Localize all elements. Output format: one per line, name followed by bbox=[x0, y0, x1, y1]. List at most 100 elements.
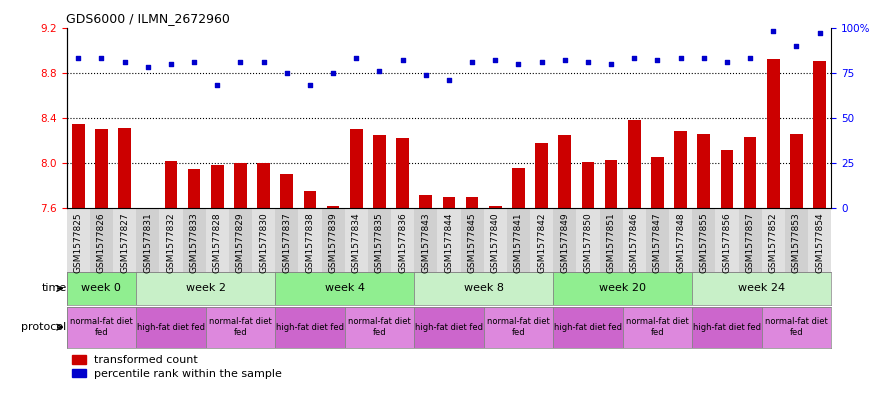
Bar bbox=[327, 206, 340, 208]
Bar bbox=[466, 197, 478, 208]
Bar bbox=[299, 207, 322, 272]
Point bbox=[326, 70, 340, 76]
Text: GSM1577826: GSM1577826 bbox=[97, 212, 106, 273]
Bar bbox=[530, 207, 553, 272]
Text: GSM1577857: GSM1577857 bbox=[746, 212, 755, 273]
Bar bbox=[345, 307, 414, 348]
Bar bbox=[414, 272, 553, 305]
Text: high-fat diet fed: high-fat diet fed bbox=[554, 323, 622, 332]
Text: high-fat diet fed: high-fat diet fed bbox=[276, 323, 344, 332]
Text: protocol: protocol bbox=[21, 322, 67, 332]
Bar bbox=[252, 207, 276, 272]
Text: normal-fat diet
fed: normal-fat diet fed bbox=[626, 318, 689, 337]
Text: week 24: week 24 bbox=[738, 283, 785, 294]
Point bbox=[210, 82, 224, 88]
Text: GSM1577835: GSM1577835 bbox=[375, 212, 384, 273]
Text: GSM1577840: GSM1577840 bbox=[491, 212, 500, 273]
Text: normal-fat diet
fed: normal-fat diet fed bbox=[209, 318, 272, 337]
Text: GSM1577831: GSM1577831 bbox=[143, 212, 152, 273]
Text: week 4: week 4 bbox=[324, 283, 364, 294]
Bar bbox=[739, 207, 762, 272]
Text: GSM1577849: GSM1577849 bbox=[560, 212, 569, 273]
Text: GSM1577854: GSM1577854 bbox=[815, 212, 824, 273]
Bar bbox=[553, 207, 576, 272]
Bar bbox=[396, 138, 409, 208]
Bar bbox=[205, 307, 276, 348]
Bar bbox=[322, 207, 345, 272]
Text: GSM1577830: GSM1577830 bbox=[259, 212, 268, 273]
Text: GSM1577845: GSM1577845 bbox=[468, 212, 477, 273]
Bar bbox=[188, 169, 201, 208]
Text: GSM1577850: GSM1577850 bbox=[583, 212, 592, 273]
Bar bbox=[581, 162, 595, 208]
Bar bbox=[95, 129, 108, 208]
Text: week 8: week 8 bbox=[464, 283, 504, 294]
Bar bbox=[507, 207, 530, 272]
Bar bbox=[813, 61, 826, 208]
Point bbox=[396, 57, 410, 63]
Text: GSM1577847: GSM1577847 bbox=[653, 212, 662, 273]
Bar bbox=[628, 120, 641, 208]
Point bbox=[651, 57, 665, 63]
Bar bbox=[276, 207, 299, 272]
Point bbox=[164, 61, 178, 67]
Bar bbox=[437, 207, 461, 272]
Bar bbox=[646, 207, 669, 272]
Bar bbox=[373, 135, 386, 208]
Text: normal-fat diet
fed: normal-fat diet fed bbox=[765, 318, 828, 337]
Text: GSM1577844: GSM1577844 bbox=[444, 212, 453, 273]
Bar bbox=[345, 207, 368, 272]
Text: GSM1577838: GSM1577838 bbox=[306, 212, 315, 273]
Bar bbox=[767, 59, 780, 208]
Bar bbox=[693, 272, 831, 305]
Bar bbox=[118, 128, 131, 208]
Text: GSM1577832: GSM1577832 bbox=[166, 212, 175, 273]
Bar bbox=[674, 132, 687, 208]
Bar bbox=[276, 307, 345, 348]
Text: GSM1577829: GSM1577829 bbox=[236, 212, 245, 273]
Bar bbox=[136, 272, 276, 305]
Bar bbox=[535, 143, 548, 208]
Bar bbox=[512, 168, 525, 208]
Text: GSM1577842: GSM1577842 bbox=[537, 212, 546, 273]
Text: GSM1577846: GSM1577846 bbox=[629, 212, 639, 273]
Text: GSM1577834: GSM1577834 bbox=[352, 212, 361, 273]
Point bbox=[766, 28, 781, 34]
Text: GSM1577853: GSM1577853 bbox=[792, 212, 801, 273]
Bar bbox=[489, 206, 501, 208]
Point bbox=[280, 70, 294, 76]
Text: GSM1577841: GSM1577841 bbox=[514, 212, 523, 273]
Point bbox=[71, 55, 85, 61]
Bar bbox=[280, 174, 293, 208]
Point bbox=[117, 59, 132, 65]
Bar bbox=[461, 207, 484, 272]
Bar bbox=[762, 307, 831, 348]
Text: time: time bbox=[42, 283, 67, 294]
Text: GSM1577855: GSM1577855 bbox=[700, 212, 709, 273]
Bar bbox=[72, 123, 84, 208]
Bar bbox=[716, 207, 739, 272]
Text: GSM1577837: GSM1577837 bbox=[283, 212, 292, 273]
Bar bbox=[164, 161, 177, 208]
Bar bbox=[205, 207, 228, 272]
Bar bbox=[113, 207, 136, 272]
Bar bbox=[303, 191, 316, 208]
Bar bbox=[234, 163, 247, 208]
Point bbox=[604, 61, 618, 67]
Point bbox=[257, 59, 271, 65]
Bar bbox=[553, 307, 622, 348]
Text: GSM1577852: GSM1577852 bbox=[769, 212, 778, 273]
Bar bbox=[622, 207, 646, 272]
Bar bbox=[443, 197, 455, 208]
Bar bbox=[558, 135, 571, 208]
Text: GSM1577839: GSM1577839 bbox=[329, 212, 338, 273]
Text: GSM1577827: GSM1577827 bbox=[120, 212, 129, 273]
Bar bbox=[762, 207, 785, 272]
Text: GSM1577828: GSM1577828 bbox=[212, 212, 221, 273]
Point bbox=[419, 72, 433, 78]
Bar bbox=[257, 163, 270, 208]
Text: week 2: week 2 bbox=[186, 283, 226, 294]
Point bbox=[511, 61, 525, 67]
Bar bbox=[785, 207, 808, 272]
Point bbox=[534, 59, 549, 65]
